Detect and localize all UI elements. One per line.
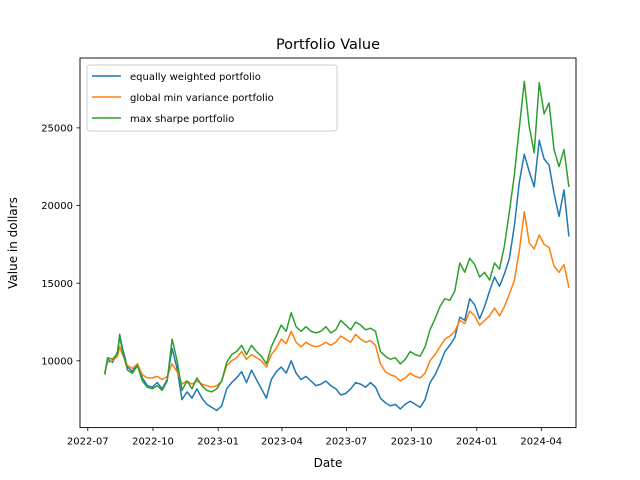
- legend-label-1: equally weighted portfolio: [130, 72, 261, 83]
- y-axis-label: Value in dollars: [6, 197, 20, 289]
- y-tick-label: 25000: [41, 123, 73, 134]
- y-tick-label: 10000: [41, 356, 73, 367]
- legend-label-2: global min variance portfolio: [130, 93, 274, 104]
- x-tick-label: 2023-04: [261, 437, 303, 448]
- x-tick-label: 2024-04: [520, 437, 562, 448]
- chart-title: Portfolio Value: [276, 37, 380, 53]
- plot-lines: [104, 80, 570, 412]
- legend-entries: equally weighted portfolio global min var…: [92, 72, 274, 125]
- legend-box: [86, 64, 338, 132]
- axis-ticks: 2022-07 2022-10 2023-01 2023-04 2023-07 2023-…: [41, 123, 562, 447]
- y-tick-label: 20000: [41, 201, 73, 212]
- x-tick-label: 2023-10: [391, 437, 433, 448]
- x-tick-label: 2024-01: [456, 437, 498, 448]
- series-line-2: [104, 210, 570, 388]
- legend: equally weighted portfolio global min var…: [86, 64, 338, 132]
- x-tick-label: 2023-07: [326, 437, 368, 448]
- plot-frame: [79, 57, 577, 429]
- x-tick-label: 2022-10: [132, 437, 174, 448]
- series-line-3: [104, 80, 570, 393]
- x-axis-label: Date: [314, 456, 343, 470]
- y-tick-label: 15000: [41, 279, 73, 290]
- series-line-1: [104, 139, 570, 412]
- x-tick-label: 2023-01: [197, 437, 239, 448]
- x-tick-label: 2022-07: [67, 437, 109, 448]
- legend-label-3: max sharpe portfolio: [130, 114, 234, 125]
